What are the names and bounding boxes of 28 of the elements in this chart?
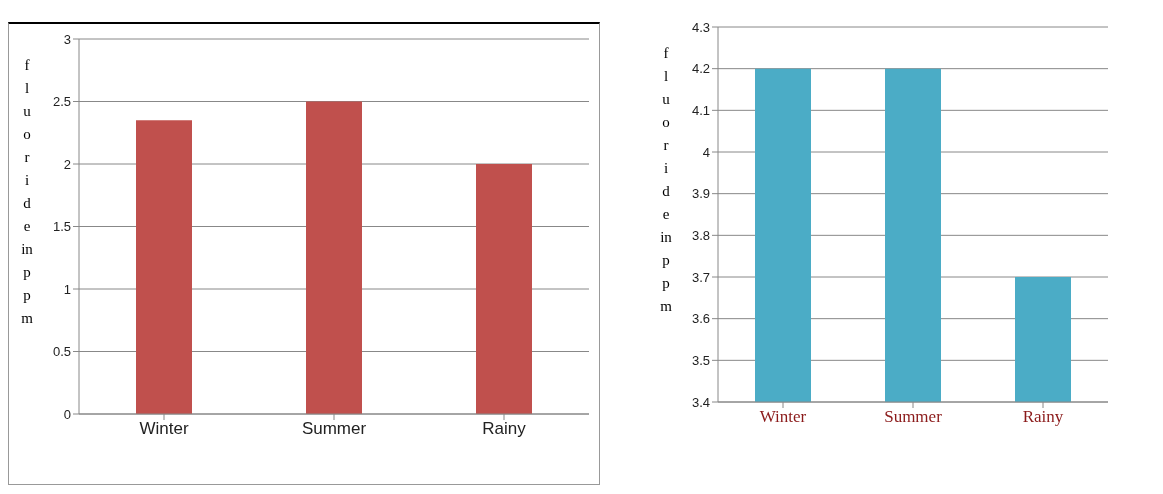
y-tick-label: 3.8	[691, 227, 710, 243]
y-tick-label: 1	[63, 281, 71, 297]
text: fluoride in ppm	[660, 45, 672, 314]
y-tick-label: 2	[63, 156, 71, 172]
x-tick-label: Rainy	[482, 419, 527, 439]
y-tick-label: 3.9	[691, 186, 710, 202]
text: fluoride in ppm	[21, 57, 33, 326]
y-tick-label: 3.7	[691, 269, 710, 285]
y-tick-label: 4.2	[691, 61, 710, 77]
y-tick-label: 4.3	[691, 19, 710, 35]
x-tick-label: Summer	[884, 407, 943, 427]
x-tick-label: Winter	[139, 419, 189, 439]
y-tick-label: 0.5	[52, 344, 71, 360]
x-tick-label: Summer	[301, 419, 367, 439]
y-tick-label: 0	[63, 406, 71, 422]
y-tick-label: 1.5	[52, 219, 71, 235]
bar	[476, 164, 532, 414]
y-tick-label: 2.5	[52, 94, 71, 110]
y-tick-label: 3	[63, 31, 71, 47]
y-tick-label: 3.6	[691, 311, 710, 327]
y-tick-label: 4.1	[691, 102, 710, 118]
bar	[136, 120, 192, 414]
x-tick-label: Rainy	[1022, 407, 1064, 427]
y-tick-label: 3.4	[691, 394, 710, 410]
x-tick-label: Winter	[759, 407, 807, 427]
y-tick-label: 4	[702, 144, 710, 160]
y-tick-label: 3.5	[691, 352, 710, 368]
bar	[306, 101, 362, 414]
